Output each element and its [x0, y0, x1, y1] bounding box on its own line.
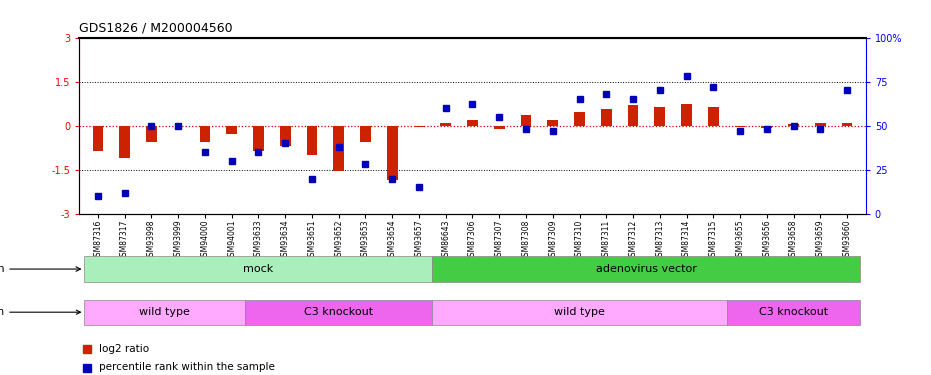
Bar: [119, 126, 130, 158]
Bar: [360, 126, 371, 142]
Bar: [413, 126, 425, 127]
Bar: [708, 106, 719, 126]
Bar: [762, 126, 772, 128]
Bar: [146, 126, 156, 142]
Bar: [432, 256, 860, 282]
Bar: [253, 126, 263, 151]
Bar: [727, 300, 860, 325]
Text: wild type: wild type: [140, 307, 190, 316]
Bar: [735, 126, 746, 127]
Bar: [467, 120, 478, 126]
Bar: [681, 104, 692, 126]
Bar: [280, 126, 290, 146]
Bar: [387, 126, 398, 180]
Bar: [547, 120, 558, 126]
Bar: [199, 126, 210, 142]
Bar: [85, 256, 432, 282]
Text: log2 ratio: log2 ratio: [99, 344, 149, 354]
Text: percentile rank within the sample: percentile rank within the sample: [99, 363, 275, 372]
Bar: [85, 300, 245, 325]
Bar: [627, 105, 639, 126]
Bar: [842, 123, 853, 126]
Text: C3 knockout: C3 knockout: [304, 307, 373, 316]
Bar: [789, 124, 799, 126]
Text: wild type: wild type: [554, 307, 605, 316]
Text: GDS1826 / M200004560: GDS1826 / M200004560: [79, 22, 233, 35]
Bar: [654, 106, 665, 126]
Bar: [306, 126, 317, 155]
Bar: [574, 112, 585, 126]
Bar: [520, 116, 532, 126]
Bar: [440, 123, 452, 126]
Text: adenovirus vector: adenovirus vector: [596, 264, 696, 273]
Text: infection: infection: [0, 264, 80, 274]
Text: C3 knockout: C3 knockout: [759, 307, 829, 316]
Bar: [600, 110, 612, 126]
Bar: [333, 126, 344, 171]
Text: genotype/variation: genotype/variation: [0, 307, 80, 317]
Bar: [92, 126, 103, 151]
Bar: [226, 126, 237, 135]
Bar: [493, 126, 505, 129]
Bar: [815, 123, 826, 126]
Bar: [245, 300, 432, 325]
Text: mock: mock: [243, 264, 274, 273]
Bar: [432, 300, 727, 325]
